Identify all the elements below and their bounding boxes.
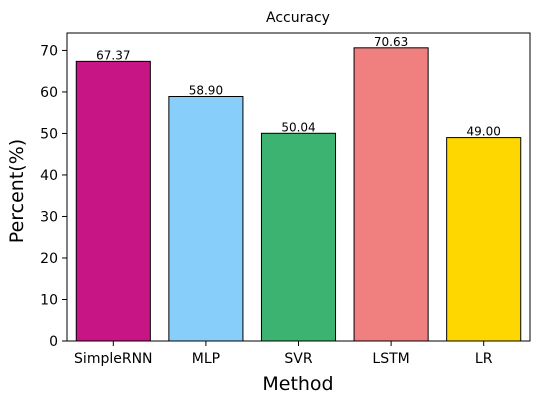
y-tick-label-10: 10 xyxy=(40,292,58,308)
data-label-simplernn: 67.37 xyxy=(96,48,130,62)
y-tick-label-50: 50 xyxy=(40,126,58,142)
x-tick-label-lr: LR xyxy=(475,351,493,367)
bar-lstm xyxy=(353,47,429,342)
x-tick-label-lstm: LSTM xyxy=(372,351,409,367)
x-axis-label: Method xyxy=(262,373,333,395)
data-label-mlp: 58.90 xyxy=(189,84,223,98)
bar-mlp xyxy=(168,96,244,342)
y-tick-label-70: 70 xyxy=(40,43,58,59)
bar-lr xyxy=(446,137,522,342)
data-label-lstm: 70.63 xyxy=(374,35,408,49)
y-tick-label-0: 0 xyxy=(49,334,58,350)
bar-simplernn xyxy=(75,60,151,342)
bar-svr xyxy=(260,132,337,342)
chart-title: Accuracy xyxy=(266,10,330,26)
plot-frame xyxy=(66,32,531,342)
data-label-lr: 49.00 xyxy=(467,125,501,139)
y-axis-label: Percent(%) xyxy=(6,139,28,243)
data-label-svr: 50.04 xyxy=(281,120,315,134)
y-tick-label-60: 60 xyxy=(40,85,58,101)
x-tick-label-svr: SVR xyxy=(284,351,312,367)
x-tick-label-mlp: MLP xyxy=(192,351,220,367)
y-tick-label-20: 20 xyxy=(40,251,58,267)
y-tick-label-40: 40 xyxy=(40,168,58,184)
x-tick-label-simplernn: SimpleRNN xyxy=(74,351,152,367)
plot-area: 67.37 SimpleRNN 58.90 MLP 50.04 SVR 70.63 LSTM 4… xyxy=(40,32,531,367)
y-tick-label-30: 30 xyxy=(40,209,58,225)
